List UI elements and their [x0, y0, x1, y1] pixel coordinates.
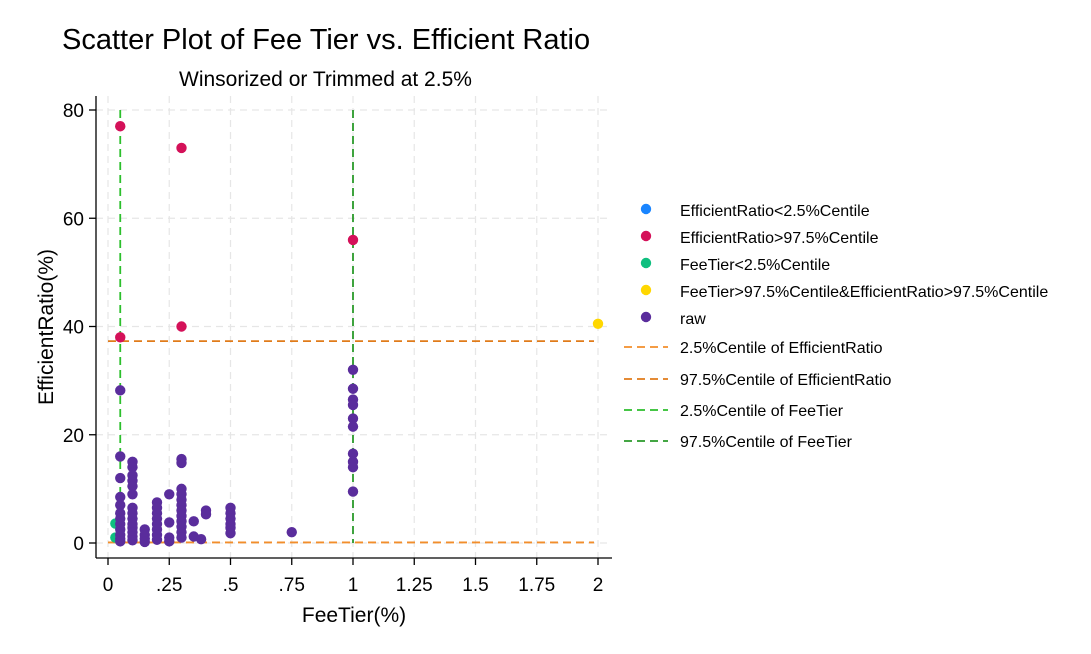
point-raw	[115, 451, 126, 462]
legend-label-2-5-centile-of-efficientratio: 2.5%Centile of EfficientRatio	[680, 340, 883, 357]
legend-label-efficientratio-97-5-centile: EfficientRatio>97.5%Centile	[680, 230, 879, 247]
point-raw	[347, 448, 359, 459]
legend-label-feetier-2-5-centile: FeeTier<2.5%Centile	[680, 257, 830, 274]
x-axis-title: FeeTier(%)	[302, 604, 406, 627]
x-tick-label: 1	[348, 575, 359, 596]
point-efficientratio-97-5-centile	[347, 234, 359, 246]
point-raw	[127, 535, 138, 546]
y-tick-label: 20	[63, 426, 84, 447]
point-raw	[115, 536, 126, 547]
y-tick-label: 60	[63, 209, 84, 230]
legend-marker-feetier-97-5-centile-efficientratio-97-5-centile	[640, 284, 652, 296]
legend-marker-raw	[640, 311, 652, 323]
point-raw	[176, 457, 187, 469]
x-tick-label: .75	[279, 575, 305, 596]
point-raw	[225, 528, 236, 539]
point-raw	[115, 472, 126, 484]
point-raw	[151, 534, 163, 545]
x-tick-label: 1.25	[396, 575, 433, 596]
y-tick-label: 0	[73, 534, 84, 555]
point-efficientratio-97-5-centile	[115, 121, 126, 132]
x-tick-label: 0	[103, 575, 114, 596]
y-tick-label: 80	[63, 101, 84, 122]
point-efficientratio-97-5-centile	[115, 332, 126, 343]
point-raw	[195, 534, 207, 545]
point-raw	[139, 536, 150, 548]
point-efficientratio-97-5-centile	[176, 321, 187, 332]
point-efficientratio-97-5-centile	[176, 142, 187, 154]
point-raw	[347, 399, 359, 411]
reference-lines	[108, 110, 594, 544]
point-raw	[200, 509, 212, 520]
legend-marker-efficientratio-2-5-centile	[640, 203, 652, 215]
chart-subtitle: Winsorized or Trimmed at 2.5%	[179, 68, 472, 91]
point-raw	[127, 489, 138, 500]
point-raw	[115, 499, 126, 511]
x-tick-label: 1.75	[518, 575, 555, 596]
x-tick-label: .25	[156, 575, 182, 596]
point-raw	[164, 536, 175, 547]
y-axis-title: EfficientRatio(%)	[35, 249, 58, 405]
data-points	[110, 121, 604, 548]
x-tick-label: 2	[593, 575, 604, 596]
legend-label-97-5-centile-of-efficientratio: 97.5%Centile of EfficientRatio	[680, 372, 891, 389]
legend: EfficientRatio<2.5%Centile EfficientRatio…	[624, 203, 1048, 451]
point-raw	[347, 486, 359, 497]
grid-lines	[96, 96, 612, 558]
legend-label-feetier-97-5-centile-efficientratio-97-5-centile: FeeTier>97.5%Centile&EfficientRatio>97.5…	[680, 284, 1048, 301]
point-raw	[347, 413, 359, 424]
point-raw	[115, 385, 126, 396]
point-feetier-97-5-centile-efficientratio-97-5-centile	[592, 318, 604, 329]
point-raw	[347, 364, 359, 375]
legend-marker-efficientratio-97-5-centile	[640, 230, 652, 242]
legend-label-efficientratio-2-5-centile: EfficientRatio<2.5%Centile	[680, 203, 870, 220]
point-raw	[347, 462, 359, 473]
legend-label-97-5-centile-of-feetier: 97.5%Centile of FeeTier	[680, 434, 853, 451]
x-tick-label: .5	[223, 575, 239, 596]
y-tick-label: 40	[63, 318, 84, 339]
point-raw	[188, 516, 199, 527]
point-raw	[347, 421, 359, 432]
legend-label-2-5-centile-of-feetier: 2.5%Centile of FeeTier	[680, 403, 844, 420]
point-raw	[115, 491, 126, 503]
point-raw	[286, 526, 297, 538]
legend-label-raw: raw	[680, 311, 706, 328]
x-tick-label: 1.5	[462, 575, 488, 596]
legend-marker-feetier-2-5-centile	[640, 257, 652, 269]
point-raw	[127, 480, 138, 492]
point-raw	[164, 489, 175, 500]
point-raw	[127, 462, 138, 473]
point-raw	[164, 517, 175, 528]
point-raw	[347, 383, 359, 394]
chart-title: Scatter Plot of Fee Tier vs. Efficient R…	[62, 24, 591, 56]
point-raw	[176, 532, 187, 543]
